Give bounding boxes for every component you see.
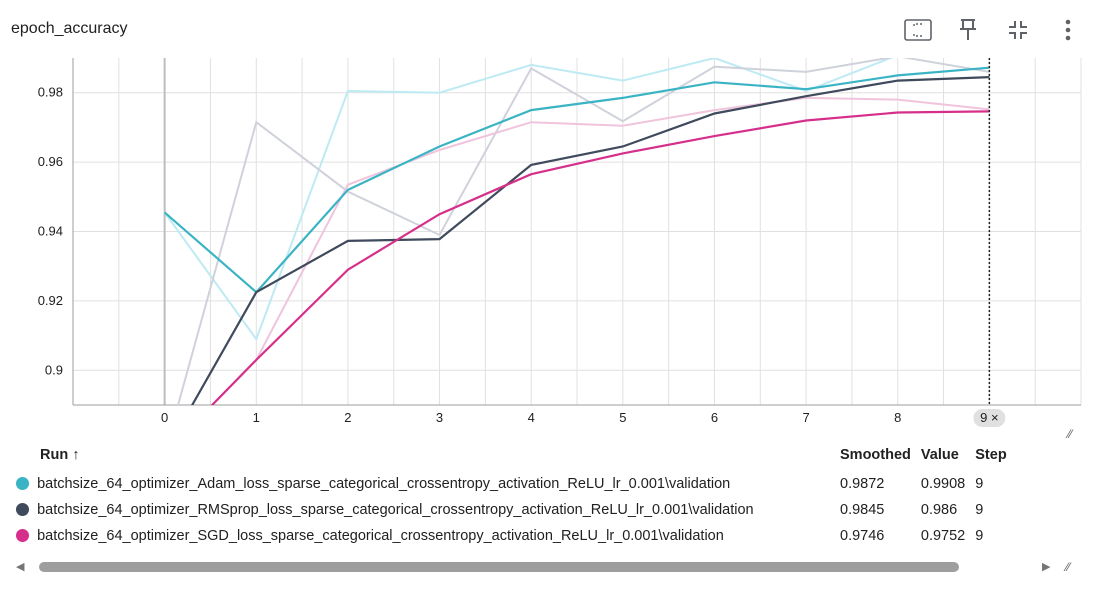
more-menu-button[interactable] — [1050, 14, 1086, 46]
card-toolbar — [900, 14, 1086, 46]
x-tick-label: 7 — [802, 410, 809, 425]
x-hover-chip — [973, 409, 1006, 427]
step-cell: 9 — [975, 528, 984, 544]
run-name: batchsize_64_optimizer_SGD_loss_sparse_c… — [37, 528, 724, 544]
y-tick-label: 0.92 — [38, 293, 63, 308]
smoothed-cell: 0.9845 — [840, 502, 885, 518]
smoothed-cell: 0.9746 — [840, 528, 885, 544]
line-chart[interactable]: 0.9 0.92 0.94 0.96 0.98 0 1 2 3 4 5 6 7 8 9 × ⁄⁄ — [0, 50, 1096, 442]
table-row[interactable]: batchsize_64_optimizer_RMSprop_loss_spar… — [12, 497, 1013, 523]
smoothed-column-header[interactable]: Smoothed — [840, 447, 911, 463]
series-smoothed-line-2[interactable] — [165, 110, 990, 442]
run-color-swatch — [16, 529, 29, 542]
table-header-row: Run ↑ Smoothed Value Step — [12, 443, 1013, 471]
step-column-header[interactable]: Step — [975, 447, 1007, 463]
pin-icon — [960, 19, 976, 40]
x-tick-label: 9 × — [980, 410, 998, 425]
chart-title: epoch_accuracy — [11, 20, 128, 37]
step-cell: 9 — [975, 502, 984, 518]
run-cell: batchsize_64_optimizer_RMSprop_loss_spar… — [12, 497, 836, 523]
chart-grid — [72, 58, 1082, 406]
table-row[interactable]: batchsize_64_optimizer_SGD_loss_sparse_c… — [12, 523, 1013, 549]
scrollbar-thumb[interactable] — [39, 562, 959, 572]
value-cell: 0.986 — [920, 502, 958, 518]
y-tick-label: 0.96 — [38, 154, 63, 169]
series-raw-line-0 — [163, 58, 894, 342]
fit-domain-button[interactable] — [900, 14, 936, 46]
run-column-header[interactable]: Run ↑ — [40, 447, 80, 463]
scroll-right-icon[interactable]: ▶ — [1042, 561, 1051, 573]
x-tick-label: 0 — [161, 410, 168, 425]
run-name: batchsize_64_optimizer_RMSprop_loss_spar… — [37, 502, 754, 518]
resize-handle-icon[interactable]: ⁄⁄ — [1065, 427, 1074, 441]
series-smoothed-line-0[interactable] — [163, 66, 990, 294]
y-tick-label: 0.9 — [45, 362, 63, 377]
run-name: batchsize_64_optimizer_Adam_loss_sparse_… — [37, 476, 731, 492]
x-tick-label: 8 — [894, 410, 901, 425]
value-cell: 0.9908 — [920, 476, 966, 492]
series-raw-line-2 — [210, 96, 990, 405]
run-cell: batchsize_64_optimizer_SGD_loss_sparse_c… — [12, 523, 836, 549]
runs-table: Run ↑ Smoothed Value Step batchsize_64_o… — [12, 443, 1013, 549]
scroll-left-icon[interactable]: ◀ — [16, 561, 25, 573]
series-smoothed-line-1[interactable] — [165, 76, 990, 442]
more-vert-icon — [1065, 19, 1071, 41]
pin-button[interactable] — [950, 14, 986, 46]
series-group — [163, 58, 990, 442]
collapse-button[interactable] — [1000, 14, 1036, 46]
value-cell: 0.9752 — [920, 528, 966, 544]
horizontal-scrollbar[interactable]: ◀ ▶ — [12, 558, 1062, 576]
x-tick-label: 6 — [711, 410, 718, 425]
x-tick-label: 4 — [528, 410, 535, 425]
y-axis: 0.9 0.92 0.94 0.96 0.98 — [38, 85, 63, 378]
value-column-header[interactable]: Value — [920, 447, 959, 463]
run-color-swatch — [16, 503, 29, 516]
smoothed-cell: 0.9872 — [840, 476, 885, 492]
y-tick-label: 0.98 — [38, 85, 63, 100]
collapse-icon — [1009, 21, 1027, 39]
x-tick-label: 1 — [253, 410, 260, 425]
x-tick-label: 3 — [436, 410, 443, 425]
run-cell: batchsize_64_optimizer_Adam_loss_sparse_… — [12, 471, 836, 497]
step-cell: 9 — [975, 476, 984, 492]
fit-domain-icon — [904, 19, 932, 41]
x-axis: 0 1 2 3 4 5 6 7 8 9 × — [161, 409, 1006, 427]
run-color-swatch — [16, 477, 29, 490]
table-row[interactable]: batchsize_64_optimizer_Adam_loss_sparse_… — [12, 471, 1013, 497]
series-raw-line-1 — [177, 58, 990, 405]
table-resize-handle-icon[interactable]: ⁄⁄ — [1066, 560, 1071, 574]
y-tick-label: 0.94 — [38, 224, 63, 239]
x-tick-label: 5 — [619, 410, 626, 425]
x-tick-label: 2 — [344, 410, 351, 425]
